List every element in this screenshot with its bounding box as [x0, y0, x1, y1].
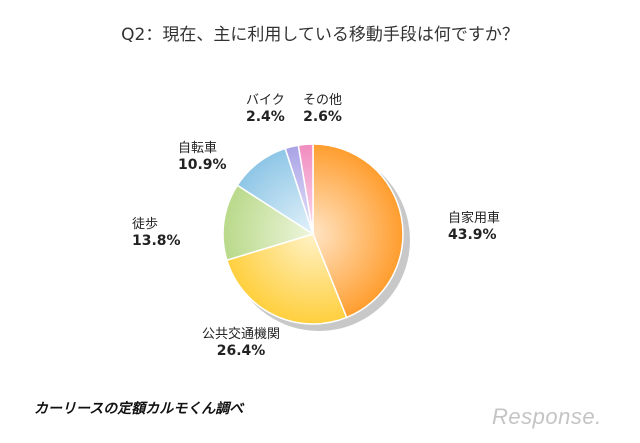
- slice-label-4: バイク 2.4%: [246, 92, 285, 126]
- slice-category: 徒歩: [132, 217, 159, 232]
- pie-slice-0: [312, 143, 404, 319]
- slice-category: 自家用車: [448, 211, 501, 226]
- slice-percent: 26.4%: [216, 343, 266, 359]
- pie-slice-1: [225, 233, 348, 325]
- slice-percent: 2.4%: [246, 109, 285, 125]
- slice-percent: 13.8%: [132, 233, 181, 249]
- slice-category: 自転車: [178, 141, 218, 156]
- chart-title: Q2：現在、主に利用している移動手段は何ですか？: [121, 25, 519, 45]
- slice-percent: 2.6%: [303, 109, 342, 125]
- pie-slice-5: [297, 143, 314, 235]
- slice-label-5: その他 2.6%: [303, 92, 342, 126]
- pie-slice-2: [222, 184, 315, 262]
- slice-category: 公共交通機関: [202, 327, 281, 342]
- slice-percent: 43.9%: [448, 227, 497, 243]
- slice-category: その他: [303, 93, 343, 108]
- slice-category: バイク: [246, 93, 285, 108]
- slice-label-3: 自転車 10.9%: [178, 140, 227, 174]
- source-note: カーリースの定額カルモくん調べ: [34, 401, 244, 417]
- slice-label-2: 徒歩 13.8%: [132, 216, 181, 250]
- response-logo: Response.: [492, 404, 602, 429]
- slice-label-1: 公共交通機関 26.4%: [202, 326, 280, 360]
- slice-percent: 10.9%: [178, 157, 227, 173]
- slice-label-0: 自家用車 43.9%: [448, 210, 500, 244]
